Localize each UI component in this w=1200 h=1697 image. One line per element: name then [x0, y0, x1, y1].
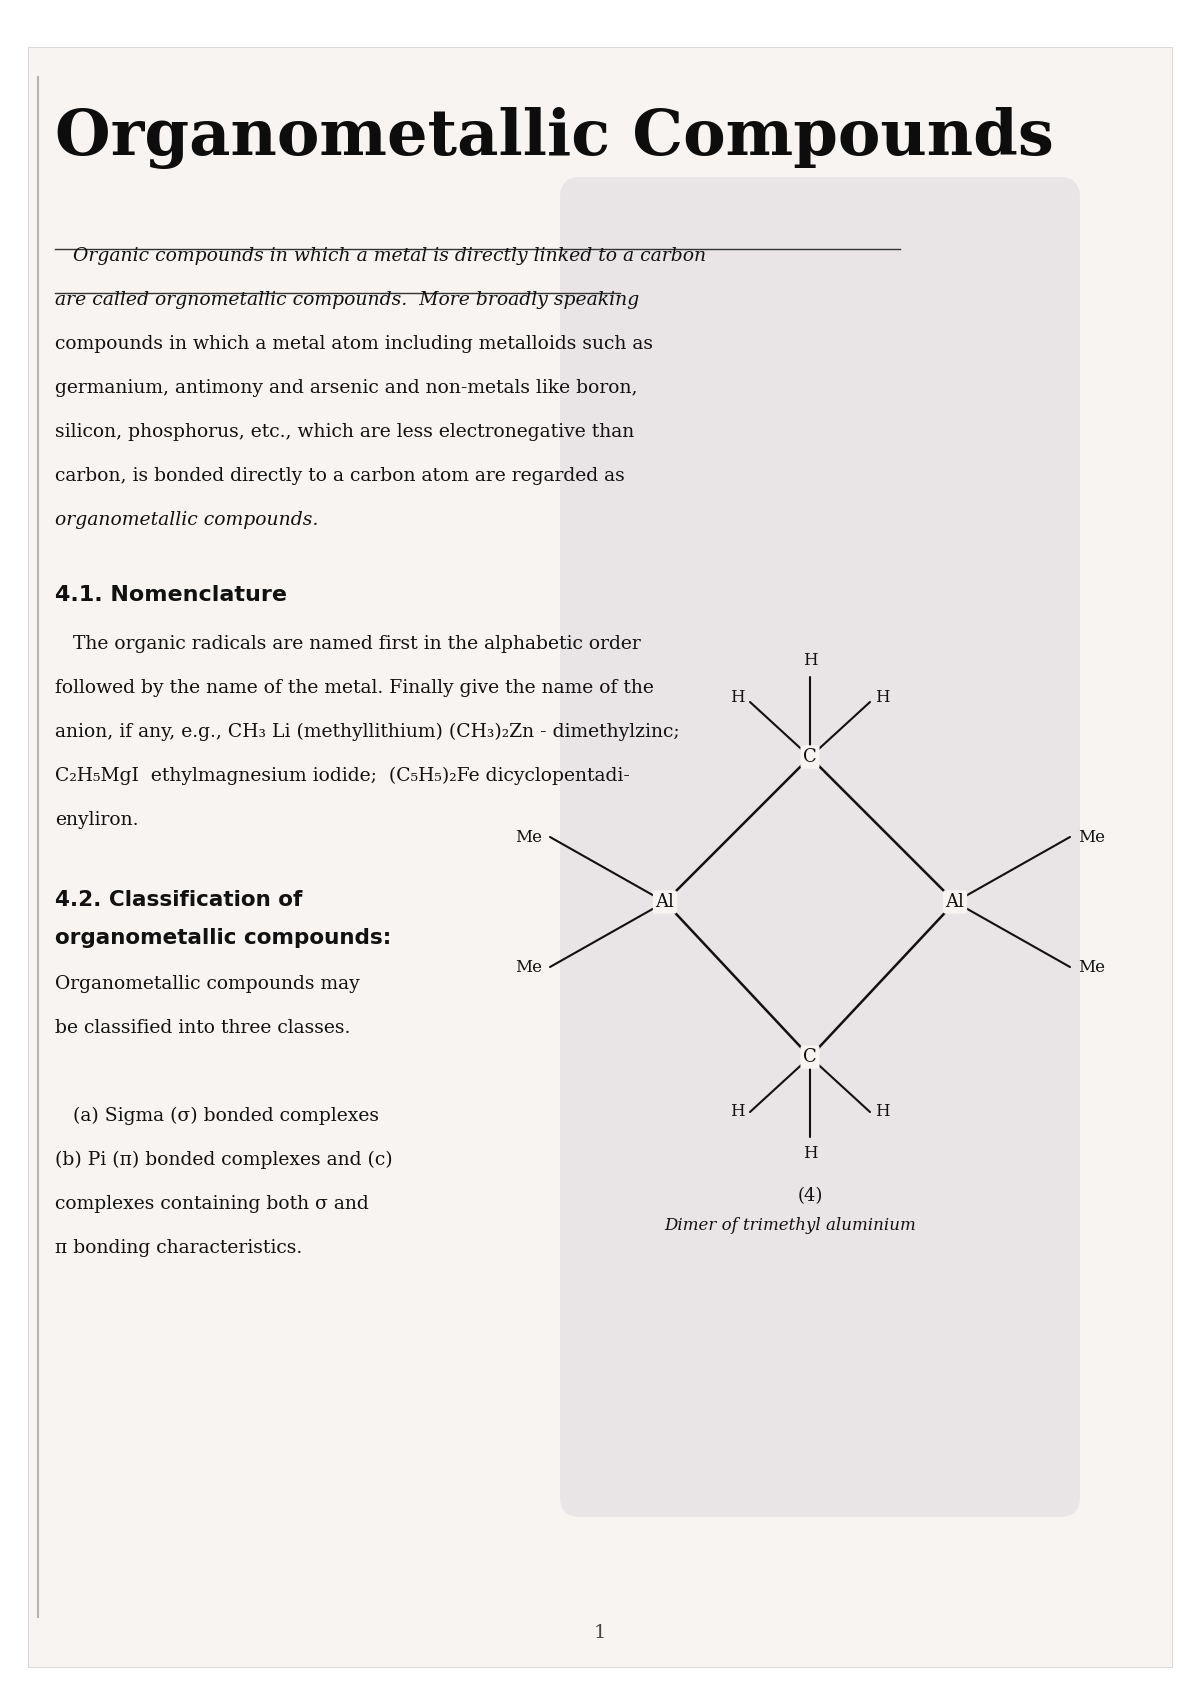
Text: H: H	[803, 1145, 817, 1162]
Text: complexes containing both σ and: complexes containing both σ and	[55, 1195, 368, 1213]
Text: π bonding characteristics.: π bonding characteristics.	[55, 1239, 302, 1257]
Text: C: C	[803, 748, 817, 765]
Text: H: H	[875, 1103, 889, 1120]
Text: Al: Al	[946, 893, 965, 911]
Text: Me: Me	[1078, 959, 1105, 976]
Text: silicon, phosphorus, etc., which are less electronegative than: silicon, phosphorus, etc., which are les…	[55, 423, 635, 441]
Text: C₂H₅MgI  ethylmagnesium iodide;  (C₅H₅)₂Fe dicyclopentadi-: C₂H₅MgI ethylmagnesium iodide; (C₅H₅)₂Fe…	[55, 767, 630, 786]
Text: Me: Me	[515, 828, 542, 845]
Text: Me: Me	[515, 959, 542, 976]
Text: C: C	[803, 1049, 817, 1066]
FancyBboxPatch shape	[560, 176, 1080, 1517]
Text: 1: 1	[594, 1624, 606, 1643]
Text: H: H	[731, 689, 745, 706]
Text: compounds in which a metal atom including metalloids such as: compounds in which a metal atom includin…	[55, 334, 653, 353]
Text: be classified into three classes.: be classified into three classes.	[55, 1018, 350, 1037]
Text: enyliron.: enyliron.	[55, 811, 138, 830]
Text: Organometallic Compounds: Organometallic Compounds	[55, 107, 1054, 170]
Text: anion, if any, e.g., CH₃ Li (methyllithium) (CH₃)₂Zn - dimethylzinc;: anion, if any, e.g., CH₃ Li (methyllithi…	[55, 723, 679, 742]
Text: organometallic compounds:: organometallic compounds:	[55, 928, 391, 949]
Text: carbon, is bonded directly to a carbon atom are regarded as: carbon, is bonded directly to a carbon a…	[55, 467, 625, 485]
Text: H: H	[803, 652, 817, 669]
Text: (a) Sigma (σ) bonded complexes: (a) Sigma (σ) bonded complexes	[55, 1106, 379, 1125]
Text: followed by the name of the metal. Finally give the name of the: followed by the name of the metal. Final…	[55, 679, 654, 697]
Text: germanium, antimony and arsenic and non-metals like boron,: germanium, antimony and arsenic and non-…	[55, 378, 637, 397]
Text: H: H	[875, 689, 889, 706]
Text: are called orgnometallic compounds.  More broadly speaking: are called orgnometallic compounds. More…	[55, 290, 640, 309]
Text: Organometallic compounds may: Organometallic compounds may	[55, 976, 360, 993]
Text: Me: Me	[1078, 828, 1105, 845]
Text: organometallic compounds.: organometallic compounds.	[55, 511, 318, 529]
Text: Organic compounds in which a metal is directly linked to a carbon: Organic compounds in which a metal is di…	[55, 248, 706, 265]
Text: Al: Al	[655, 893, 674, 911]
Text: 4.2. Classification of: 4.2. Classification of	[55, 889, 302, 910]
Text: (4): (4)	[797, 1186, 823, 1205]
Text: Dimer of trimethyl aluminium: Dimer of trimethyl aluminium	[664, 1217, 916, 1234]
Text: 4.1. Nomenclature: 4.1. Nomenclature	[55, 585, 287, 606]
Text: (b) Pi (π) bonded complexes and (c): (b) Pi (π) bonded complexes and (c)	[55, 1151, 392, 1169]
FancyBboxPatch shape	[28, 48, 1172, 1666]
Text: The organic radicals are named first in the alphabetic order: The organic radicals are named first in …	[55, 635, 641, 653]
Text: H: H	[731, 1103, 745, 1120]
